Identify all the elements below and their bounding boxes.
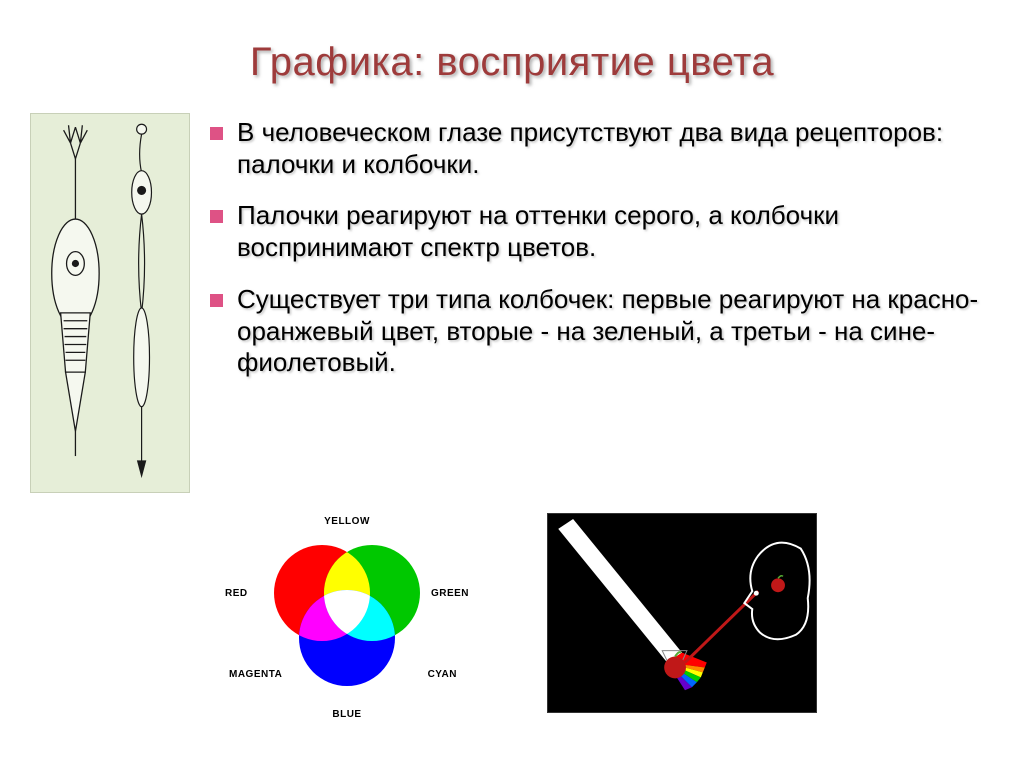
prism-perception-graphic (547, 513, 817, 713)
venn-label-green: GREEN (431, 588, 469, 599)
rods-cones-svg (31, 114, 189, 492)
prism-svg (548, 514, 816, 712)
bullet-item: Существует три типа колбочек: первые реа… (210, 284, 994, 379)
bullet-item: Палочки реагируют на оттенки серого, а к… (210, 200, 994, 263)
venn-label-cyan: CYAN (428, 669, 457, 680)
venn-label-yellow: YELLOW (324, 516, 370, 527)
slide: Графика: восприятие цвета (0, 0, 1024, 768)
venn-svg (207, 498, 487, 728)
bullet-square-icon (210, 210, 223, 223)
bullet-square-icon (210, 127, 223, 140)
venn-label-magenta: MAGENTA (229, 669, 282, 680)
rgb-venn-diagram: YELLOW RED GREEN MAGENTA CYAN BLUE (207, 498, 487, 728)
venn-label-blue: BLUE (332, 709, 361, 720)
bullet-square-icon (210, 294, 223, 307)
content-row: В человеческом глазе присутствуют два ви… (30, 113, 994, 493)
venn-label-red: RED (225, 588, 248, 599)
rods-cones-illustration (30, 113, 190, 493)
bottom-images-row: YELLOW RED GREEN MAGENTA CYAN BLUE (0, 498, 1024, 728)
bullet-text: Палочки реагируют на оттенки серого, а к… (237, 200, 994, 263)
bullet-list: В человеческом глазе присутствуют два ви… (210, 113, 994, 493)
slide-title: Графика: восприятие цвета (30, 40, 994, 85)
bullet-text: Существует три типа колбочек: первые реа… (237, 284, 994, 379)
bullet-item: В человеческом глазе присутствуют два ви… (210, 117, 994, 180)
bullet-text: В человеческом глазе присутствуют два ви… (237, 117, 994, 180)
